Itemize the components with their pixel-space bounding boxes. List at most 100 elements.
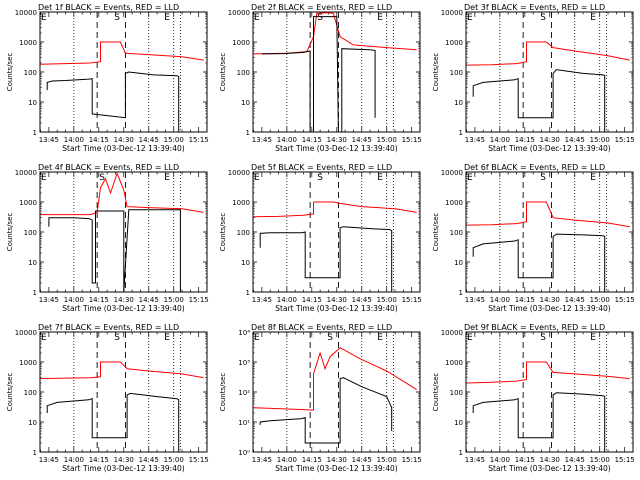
y-tick-label: 1000 bbox=[445, 39, 463, 47]
y-tick-label: 10² bbox=[238, 389, 250, 397]
event-marker: E bbox=[377, 173, 383, 183]
panel-det-1f: Det 1f BLACK = Events, RED = LLD 1 10 100 10… bbox=[6, 3, 209, 153]
x-tick-label: 15:15 bbox=[615, 136, 635, 144]
event-marker: E bbox=[41, 333, 47, 343]
x-tick-label: 15:00 bbox=[164, 136, 184, 144]
x-tick-label: 13:45 bbox=[252, 456, 272, 464]
event-marker: E bbox=[254, 173, 260, 183]
x-tick-label: 14:00 bbox=[64, 136, 84, 144]
x-tick-label: 14:00 bbox=[277, 296, 297, 304]
y-axis-label: Counts/sec bbox=[6, 373, 14, 412]
panel-title: Det 9f BLACK = Events, RED = LLD bbox=[464, 323, 605, 332]
plot-frame bbox=[465, 11, 634, 133]
x-tick-label: 14:30 bbox=[540, 296, 560, 304]
x-tick-label: 15:00 bbox=[590, 456, 610, 464]
x-tick-label: 14:30 bbox=[327, 296, 347, 304]
x-tick-label: 14:45 bbox=[565, 296, 585, 304]
x-tick-label: 14:45 bbox=[352, 136, 372, 144]
event-marker: E bbox=[164, 13, 170, 23]
x-tick-label: 14:15 bbox=[302, 136, 322, 144]
x-axis-label: Start Time (03-Dec-12 13:39:40) bbox=[275, 144, 397, 153]
y-tick-label: 1000 bbox=[232, 39, 250, 47]
panel-det-6f: Det 6f BLACK = Events, RED = LLD 1 10 100 10… bbox=[432, 163, 635, 313]
event-marker: E bbox=[467, 13, 473, 23]
y-tick-label: 1 bbox=[459, 289, 463, 297]
y-tick-label: 10¹ bbox=[238, 419, 250, 427]
event-marker: E bbox=[164, 333, 170, 343]
x-tick-label: 14:15 bbox=[302, 456, 322, 464]
x-tick-label: 14:00 bbox=[64, 296, 84, 304]
x-tick-label: 14:30 bbox=[114, 456, 134, 464]
x-tick-label: 15:00 bbox=[590, 296, 610, 304]
x-tick-label: 15:00 bbox=[590, 136, 610, 144]
event-marker: E bbox=[590, 173, 596, 183]
y-tick-label: 1 bbox=[33, 129, 37, 137]
y-tick-label: 10000 bbox=[228, 169, 250, 177]
y-axis-label: Counts/sec bbox=[219, 213, 227, 252]
y-tick-label: 10000 bbox=[15, 9, 37, 17]
x-tick-label: 14:00 bbox=[490, 136, 510, 144]
y-tick-label: 1 bbox=[459, 449, 463, 457]
event-marker: E bbox=[590, 13, 596, 23]
x-tick-label: 13:45 bbox=[465, 456, 485, 464]
x-tick-label: 13:45 bbox=[39, 136, 59, 144]
y-tick-label: 10000 bbox=[15, 169, 37, 177]
y-tick-label: 100 bbox=[24, 69, 37, 77]
x-tick-label: 14:45 bbox=[139, 456, 159, 464]
y-tick-label: 10 bbox=[28, 419, 37, 427]
panel-title: Det 5f BLACK = Events, RED = LLD bbox=[251, 163, 392, 172]
x-tick-label: 14:30 bbox=[327, 456, 347, 464]
event-marker: S bbox=[114, 13, 120, 23]
series-lld bbox=[466, 41, 630, 66]
y-tick-label: 1000 bbox=[19, 199, 37, 207]
panel-title: Det 2f BLACK = Events, RED = LLD bbox=[251, 3, 392, 12]
x-tick-label: 14:15 bbox=[515, 296, 535, 304]
x-tick-label: 14:30 bbox=[327, 136, 347, 144]
x-axis-label: Start Time (03-Dec-12 13:39:40) bbox=[62, 304, 184, 313]
x-tick-label: 14:30 bbox=[114, 136, 134, 144]
x-tick-label: 14:15 bbox=[89, 456, 109, 464]
y-tick-label: 10⁰ bbox=[238, 449, 250, 457]
y-tick-label: 1000 bbox=[445, 359, 463, 367]
series-lld bbox=[466, 201, 630, 228]
panel-det-2f: Det 2f BLACK = Events, RED = LLD 1 10 100 10… bbox=[219, 3, 422, 153]
y-tick-label: 100 bbox=[450, 69, 463, 77]
series-events bbox=[46, 71, 180, 132]
y-tick-label: 100 bbox=[24, 229, 37, 237]
series-events bbox=[472, 69, 606, 132]
x-tick-label: 15:00 bbox=[377, 296, 397, 304]
panel-det-9f: Det 9f BLACK = Events, RED = LLD 1 10 100 10… bbox=[432, 323, 635, 473]
series-events bbox=[48, 209, 181, 292]
plot-frame bbox=[39, 11, 208, 133]
series-lld bbox=[40, 172, 204, 216]
x-tick-label: 14:45 bbox=[139, 296, 159, 304]
x-tick-label: 13:45 bbox=[39, 296, 59, 304]
y-tick-label: 1000 bbox=[232, 199, 250, 207]
y-tick-label: 10 bbox=[241, 99, 250, 107]
panel-det-5f: Det 5f BLACK = Events, RED = LLD 1 10 100 10… bbox=[219, 163, 422, 313]
y-tick-label: 1 bbox=[33, 449, 37, 457]
x-tick-label: 14:00 bbox=[277, 456, 297, 464]
x-tick-label: 14:45 bbox=[139, 136, 159, 144]
series-events bbox=[472, 392, 606, 452]
y-tick-label: 1000 bbox=[445, 199, 463, 207]
event-marker: S bbox=[540, 333, 546, 343]
y-tick-label: 10000 bbox=[15, 329, 37, 337]
x-axis-label: Start Time (03-Dec-12 13:39:40) bbox=[488, 304, 610, 313]
x-axis-label: Start Time (03-Dec-12 13:39:40) bbox=[275, 464, 397, 473]
x-tick-label: 14:00 bbox=[64, 456, 84, 464]
x-axis-label: Start Time (03-Dec-12 13:39:40) bbox=[275, 304, 397, 313]
x-tick-label: 14:00 bbox=[490, 296, 510, 304]
event-marker: S bbox=[114, 333, 120, 343]
x-tick-label: 15:15 bbox=[402, 136, 422, 144]
plot-frame bbox=[465, 331, 634, 453]
y-axis-label: Counts/sec bbox=[6, 213, 14, 252]
x-tick-label: 15:00 bbox=[377, 136, 397, 144]
y-tick-label: 100 bbox=[237, 69, 250, 77]
x-tick-label: 15:00 bbox=[377, 456, 397, 464]
y-tick-label: 100 bbox=[24, 389, 37, 397]
event-marker: S bbox=[317, 173, 323, 183]
series-events bbox=[259, 377, 393, 444]
x-tick-label: 14:15 bbox=[515, 136, 535, 144]
